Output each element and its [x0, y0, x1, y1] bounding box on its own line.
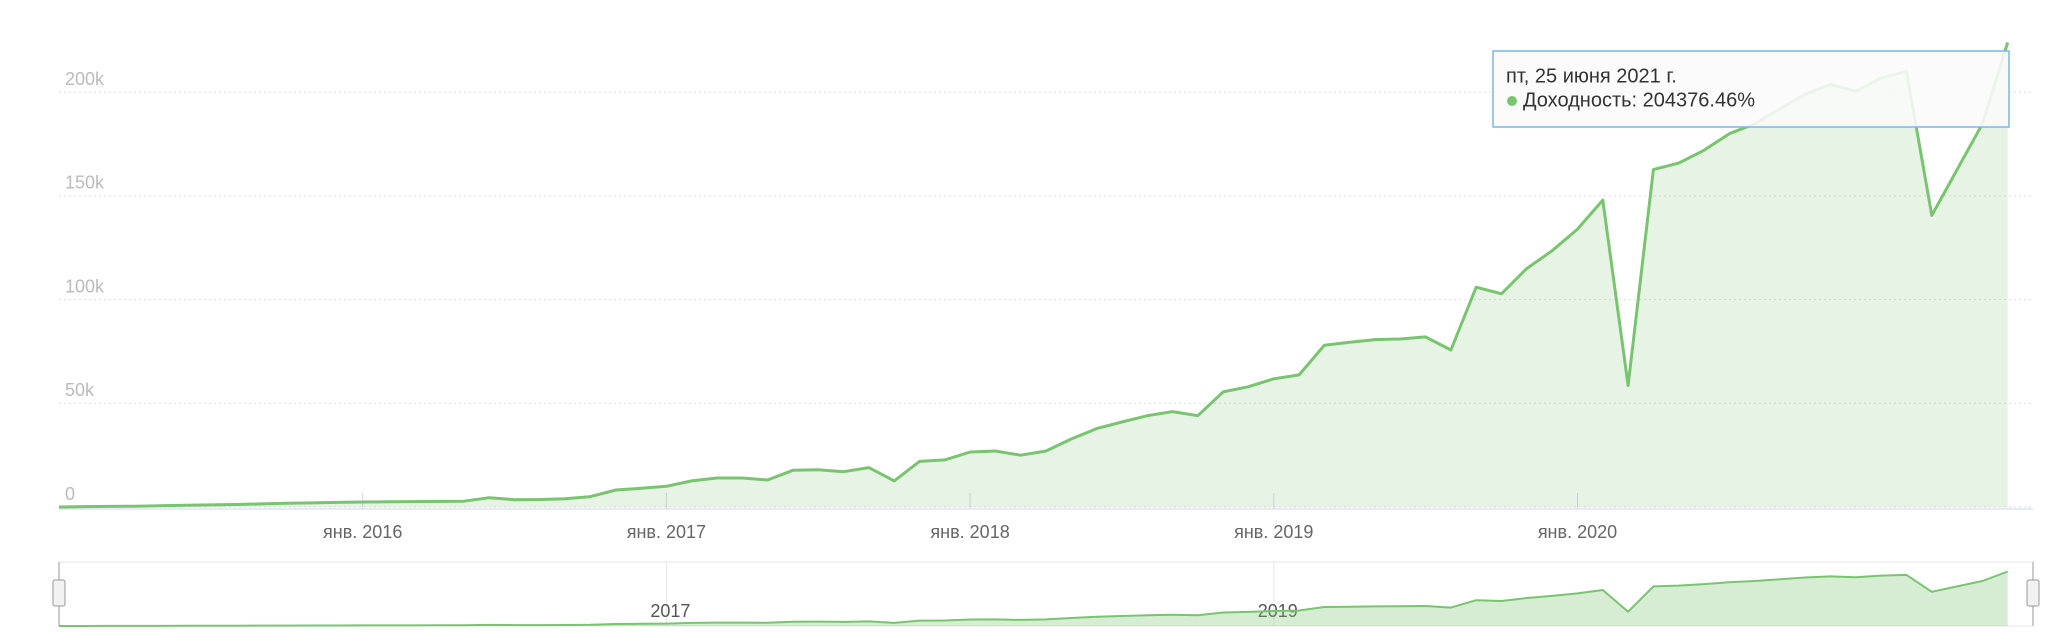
y-tick-label: 150k [65, 173, 105, 193]
navigator-label: 2017 [650, 601, 690, 621]
x-tick-label: янв. 2018 [930, 522, 1009, 542]
tooltip-text: Доходность: 204376.46% [1523, 89, 1755, 111]
x-tick-label: янв. 2017 [627, 522, 706, 542]
tooltip-box [1492, 50, 2010, 128]
y-tick-label: 0 [65, 484, 75, 504]
y-tick-label: 200k [65, 69, 105, 89]
line [58, 41, 2010, 509]
navigator-handle [2026, 579, 2040, 607]
area-fill-navigator [59, 571, 2008, 626]
tooltip: пт, 25 июня 2021 г. Доходность: 204376.4… [1492, 50, 2010, 128]
tooltip-date: пт, 25 июня 2021 г. [1506, 65, 1677, 87]
tooltip-dot [1507, 96, 1517, 106]
area-fill [59, 42, 2008, 508]
y-tick-label: 50k [65, 380, 95, 400]
line-navigator [59, 570, 2009, 627]
x-tick-label: янв. 2019 [1234, 522, 1313, 542]
x-tick-label: янв. 2016 [323, 522, 402, 542]
x-tick-label: янв. 2020 [1538, 522, 1617, 542]
y-tick-label: 100k [65, 276, 105, 296]
navigator-handle [52, 579, 66, 607]
